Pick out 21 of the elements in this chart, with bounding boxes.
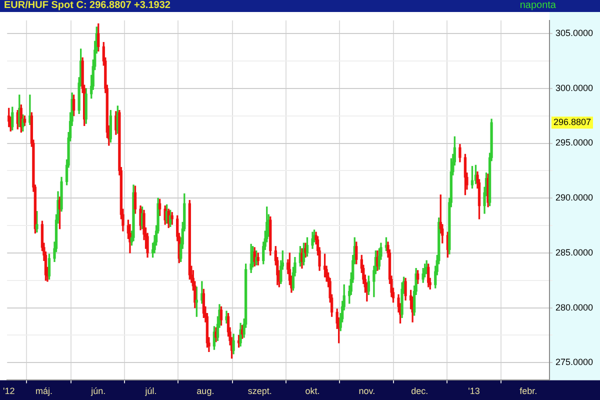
x-tick-label: aug. [196,386,214,396]
x-tick-label: nov. [358,386,376,396]
x-tick-label: júl. [144,386,157,396]
x-tick-label: szept. [248,386,272,396]
y-tick-label: 280.0000 [555,302,594,312]
x-tick-label: okt. [305,386,320,396]
x-tick-label: máj. [35,386,52,396]
x-tick-label: '13 [468,386,480,396]
chart-subtitle: naponta [520,0,556,12]
y-tick-label: 305.0000 [555,28,594,38]
x-tick-label: febr. [520,386,538,396]
y-tick-label: 275.0000 [555,357,594,368]
y-tick-label: 295.0000 [555,138,594,148]
y-tick-label: 285.0000 [555,247,594,258]
x-tick-label: jún. [90,386,106,396]
x-tick-label: dec. [411,386,428,396]
y-tick-label: 290.0000 [555,192,594,203]
text: 296.8807 [553,117,592,128]
y-tick-label: 300.0000 [555,82,594,93]
x-tick-label: '12 [2,386,15,396]
chart-title: EUR/HUF Spot C: 296.8807 +3.1932 [4,0,170,12]
